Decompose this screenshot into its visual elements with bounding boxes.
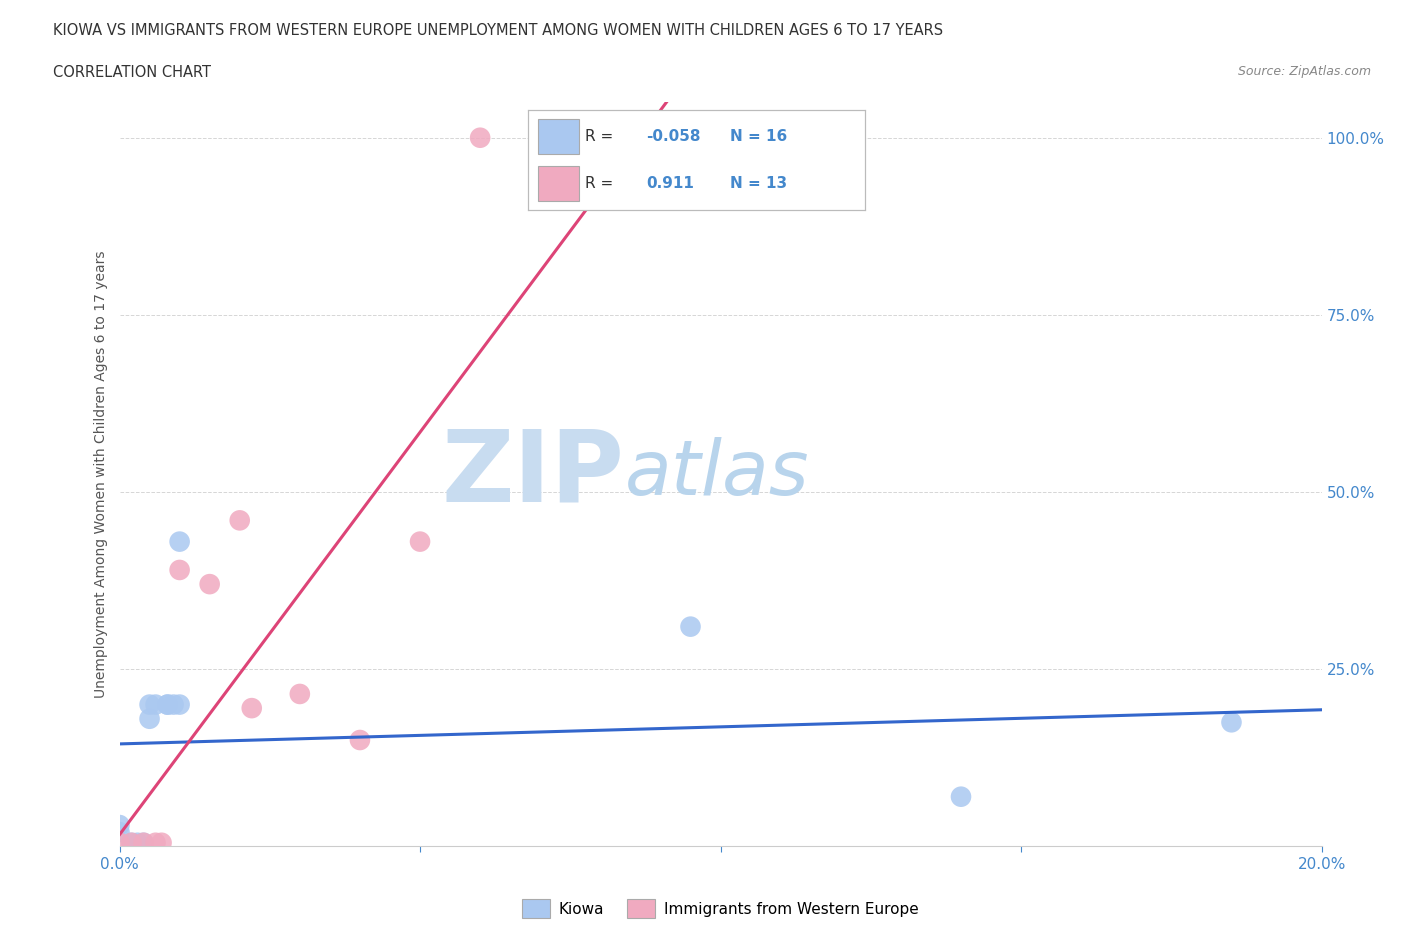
Point — [198, 577, 221, 591]
Text: Source: ZipAtlas.com: Source: ZipAtlas.com — [1237, 65, 1371, 78]
Point — [150, 835, 173, 850]
Point — [145, 698, 167, 712]
Point — [228, 513, 252, 528]
Point — [950, 790, 973, 804]
Point — [468, 130, 492, 145]
Text: atlas: atlas — [624, 437, 808, 512]
Point — [121, 835, 143, 850]
Point — [108, 835, 131, 850]
Point — [108, 817, 131, 832]
Point — [138, 711, 160, 726]
Point — [409, 534, 432, 549]
Point — [679, 619, 702, 634]
Point — [132, 835, 155, 850]
Point — [169, 698, 191, 712]
Point — [288, 686, 311, 701]
Y-axis label: Unemployment Among Women with Children Ages 6 to 17 years: Unemployment Among Women with Children A… — [94, 250, 108, 698]
Legend: Kiowa, Immigrants from Western Europe: Kiowa, Immigrants from Western Europe — [516, 894, 925, 924]
Point — [132, 835, 155, 850]
Point — [138, 698, 160, 712]
Point — [127, 835, 149, 850]
Point — [1220, 715, 1243, 730]
Point — [349, 733, 371, 748]
Point — [156, 698, 179, 712]
Text: KIOWA VS IMMIGRANTS FROM WESTERN EUROPE UNEMPLOYMENT AMONG WOMEN WITH CHILDREN A: KIOWA VS IMMIGRANTS FROM WESTERN EUROPE … — [53, 23, 943, 38]
Point — [240, 700, 263, 715]
Point — [145, 835, 167, 850]
Point — [156, 698, 179, 712]
Text: ZIP: ZIP — [441, 426, 624, 523]
Point — [162, 698, 184, 712]
Text: CORRELATION CHART: CORRELATION CHART — [53, 65, 211, 80]
Point — [108, 825, 131, 840]
Point — [169, 563, 191, 578]
Point — [169, 534, 191, 549]
Point — [121, 835, 143, 850]
